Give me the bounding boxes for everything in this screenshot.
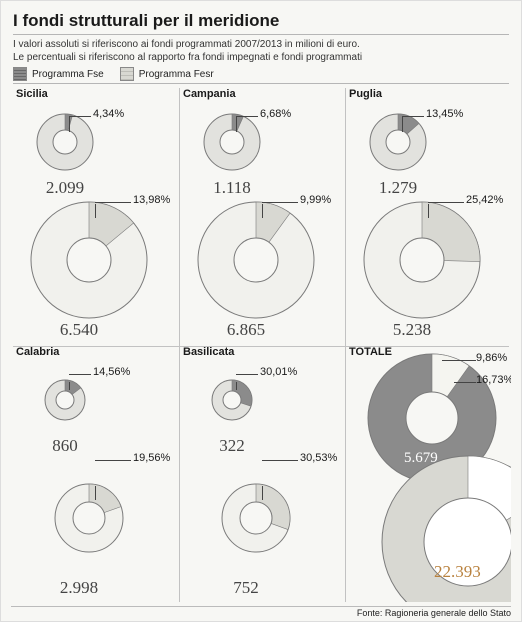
region-name: Puglia — [349, 88, 382, 100]
legend-item-fse: Programma Fse — [13, 67, 104, 81]
leader-line — [69, 116, 91, 117]
fesr-donut — [196, 200, 316, 325]
region-cell: Puglia 13,45% 1.279 25,42% 5.238 — [345, 88, 511, 346]
region-cell: Basilicata 30,01% 322 30,53% 752 — [179, 346, 345, 602]
fse-donut — [368, 112, 428, 177]
legend-label-fse: Programma Fse — [32, 69, 104, 80]
totale-fesr-value: 22.393 — [434, 562, 481, 582]
fse-pct-label: 6,68% — [260, 108, 291, 120]
leader-line — [95, 202, 131, 203]
leader-line — [428, 204, 429, 218]
leader-line — [454, 382, 476, 383]
subtitle-line-2: Le percentuali si riferiscono al rapport… — [13, 52, 362, 63]
legend-swatch-fesr — [120, 67, 134, 81]
leader-line — [428, 202, 464, 203]
leader-line — [236, 116, 258, 117]
fse-donut — [43, 378, 87, 427]
fse-pct-label: 30,01% — [260, 366, 297, 378]
leader-line — [236, 116, 237, 132]
region-name: Campania — [183, 88, 236, 100]
fesr-donut — [53, 482, 125, 559]
region-cell: Calabria 14,56% 860 19,56% 2.998 — [13, 346, 179, 602]
leader-line — [262, 204, 263, 218]
page-title: I fondi strutturali per il meridione — [13, 11, 509, 31]
leader-line — [262, 202, 298, 203]
leader-line — [262, 486, 263, 500]
fesr-donut — [29, 200, 149, 325]
legend-swatch-fse — [13, 67, 27, 81]
legend-item-fesr: Programma Fesr — [120, 67, 214, 81]
subtitle-line-1: I valori assoluti si riferiscono ai fond… — [13, 39, 360, 50]
fesr-pct-label: 13,98% — [133, 194, 170, 206]
leader-line — [95, 486, 96, 500]
leader-line — [95, 204, 96, 218]
chart-grid: Sicilia 4,34% 2.099 13,98% 6.540 Campania 6… — [13, 88, 509, 604]
fse-value-label: 860 — [13, 436, 117, 456]
legend: Programma Fse Programma Fesr — [13, 67, 509, 81]
fesr-value-label: 752 — [180, 578, 312, 598]
totale-inner-pct: 16,73% — [476, 374, 511, 386]
legend-label-fesr: Programma Fesr — [139, 69, 214, 80]
leader-line — [95, 460, 131, 461]
fesr-pct-label: 30,53% — [300, 452, 337, 464]
leader-line — [69, 382, 70, 390]
bottom-rule — [11, 606, 511, 607]
fse-pct-label: 14,56% — [93, 366, 130, 378]
fse-value-label: 322 — [180, 436, 284, 456]
leader-line — [442, 360, 476, 361]
fesr-value-label: 6.865 — [180, 320, 312, 340]
fesr-pct-label: 19,56% — [133, 452, 170, 464]
fesr-value-label: 2.998 — [13, 578, 145, 598]
leader-line — [402, 116, 403, 132]
region-name: Calabria — [16, 346, 59, 358]
region-cell: Campania 6,68% 1.118 9,99% 6.865 — [179, 88, 345, 346]
fesr-donut — [220, 482, 292, 559]
region-cell: Sicilia 4,34% 2.099 13,98% 6.540 — [13, 88, 179, 346]
leader-line — [69, 374, 91, 375]
region-name: Basilicata — [183, 346, 234, 358]
legend-rule — [13, 83, 509, 84]
title-rule — [13, 34, 509, 35]
fesr-value-label: 5.238 — [346, 320, 478, 340]
leader-line — [69, 116, 70, 132]
fse-pct-label: 4,34% — [93, 108, 124, 120]
source-label: Fonte: Ragioneria generale dello Stato — [353, 608, 511, 618]
fse-pct-label: 13,45% — [426, 108, 463, 120]
fse-value-label: 1.279 — [346, 178, 450, 198]
totale-cell: TOTALE 5.6799,86%16,73% 22.393 — [345, 346, 511, 602]
fesr-pct-label: 9,99% — [300, 194, 331, 206]
leader-line — [262, 460, 298, 461]
subtitle: I valori assoluti si riferiscono ai fond… — [13, 39, 509, 64]
fesr-pct-label: 25,42% — [466, 194, 503, 206]
fesr-value-label: 6.540 — [13, 320, 145, 340]
fesr-donut — [362, 200, 482, 325]
fse-donut — [210, 378, 254, 427]
region-name: Sicilia — [16, 88, 48, 100]
fse-donut — [35, 112, 95, 177]
fse-donut — [202, 112, 262, 177]
totale-outer-pct: 9,86% — [476, 352, 507, 364]
fse-value-label: 2.099 — [13, 178, 117, 198]
page: I fondi strutturali per il meridione I v… — [0, 0, 522, 622]
leader-line — [236, 382, 237, 390]
leader-line — [402, 116, 424, 117]
fse-value-label: 1.118 — [180, 178, 284, 198]
leader-line — [236, 374, 258, 375]
